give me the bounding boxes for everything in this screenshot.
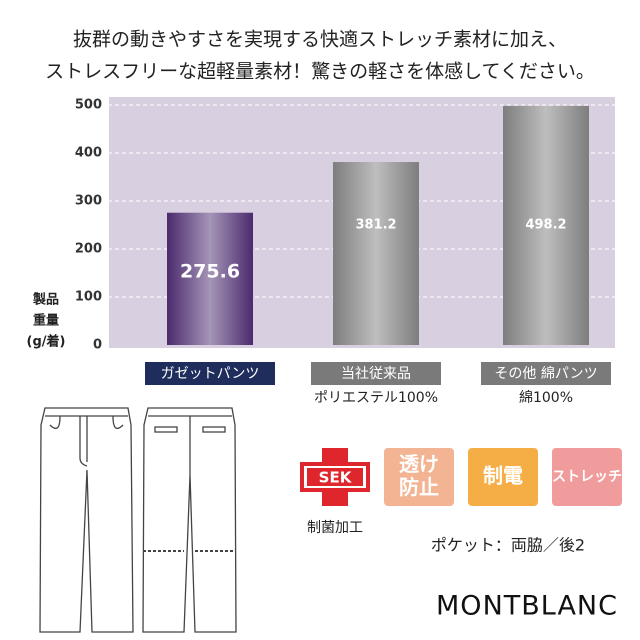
feature-badge [552,448,622,506]
feature-label: ストレッチ [552,469,622,485]
y-axis-label: 重量 [33,313,59,329]
brand-logo: MONTBLANC [436,591,618,622]
y-tick-label: 500 [75,98,102,113]
category-box [481,362,611,385]
x-tick-label: 当社従来品 [341,366,411,382]
y-tick-label: 400 [75,146,102,161]
y-axis-label: 製品 [32,292,59,308]
bar [503,105,589,345]
pants-illustration [39,407,237,633]
feature-badge [384,448,454,506]
category-note: ポリエステル100% [314,390,438,406]
value-label: 275.6 [180,261,240,283]
category-box [145,362,275,385]
feature-label: 防止 [399,475,439,499]
bar [167,212,253,345]
feature-badge [468,448,538,506]
y-tick-label: 0 [93,338,102,353]
feature-label: 透け [399,452,439,476]
sek-logo: SEK [300,448,370,506]
value-label: 381.2 [355,218,396,233]
y-tick-label: 100 [75,290,102,305]
feature-label: 制電 [483,464,523,488]
x-tick-label: ガゼットパンツ [161,366,260,382]
sek-caption: 制菌加工 [307,520,363,536]
y-tick-label: 200 [75,242,102,257]
category-note: 綿100% [519,390,573,406]
bar [333,162,419,345]
title-line: 抜群の動きやすさを実現する快適ストレッチ素材に加え、 [73,29,567,51]
sek-text: SEK [319,469,353,487]
category-box [311,362,441,385]
pocket-info: ポケット：両脇／後2 [431,536,585,555]
title-line: ストレスフリーな超軽量素材！驚きの軽さを体感してください。 [45,61,595,83]
y-tick-label: 300 [75,194,102,209]
x-tick-label: その他 綿パンツ [494,366,597,382]
y-axis-label: (g/着) [27,334,66,350]
value-label: 498.2 [525,218,566,233]
